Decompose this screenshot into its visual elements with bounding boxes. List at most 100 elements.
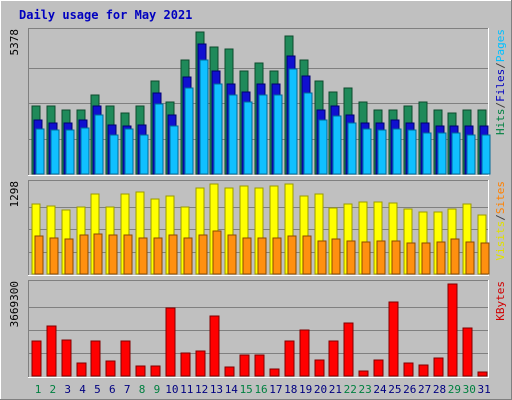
bar-pages-day-13 <box>213 83 223 175</box>
x-tick-label: 19 <box>299 383 312 396</box>
legend-entry: Visits <box>494 221 507 261</box>
bar-sites-day-19 <box>302 235 312 275</box>
panel-hits-max-label: 5378 <box>8 29 21 56</box>
x-tick-label: 14 <box>225 383 239 396</box>
bar-sites-day-2 <box>49 237 59 275</box>
legend-entry: Sites <box>494 181 507 214</box>
bar-kbytes-day-12 <box>195 350 206 377</box>
bar-kbytes-day-14 <box>224 366 235 377</box>
chart-title: Daily usage for May 2021 <box>19 8 192 22</box>
x-tick-label: 18 <box>284 383 297 396</box>
bar-pages-day-4 <box>80 127 90 175</box>
legend-entry: / <box>494 214 507 221</box>
x-tick-label: 4 <box>79 383 86 396</box>
bar-sites-day-22 <box>346 240 356 275</box>
panel-kbytes-legend: KBytes <box>494 281 507 321</box>
panel-kbytes: 3669300 KBytes <box>8 280 507 378</box>
bar-pages-day-31 <box>481 134 491 175</box>
bar-pages-day-12 <box>199 59 209 175</box>
bar-kbytes-day-20 <box>314 359 325 377</box>
bar-sites-day-31 <box>480 242 490 275</box>
bar-pages-day-15 <box>243 101 253 175</box>
bar-pages-day-7 <box>124 128 134 175</box>
bar-sites-day-8 <box>138 237 148 275</box>
x-tick-label: 20 <box>314 383 327 396</box>
bar-pages-day-22 <box>347 122 357 175</box>
bar-kbytes-day-16 <box>254 354 265 377</box>
bar-kbytes-day-23 <box>358 370 369 377</box>
bar-pages-day-20 <box>318 119 328 175</box>
bar-pages-day-5 <box>94 114 104 175</box>
bar-sites-day-11 <box>183 237 193 275</box>
x-tick-label: 29 <box>448 383 461 396</box>
bar-sites-day-10 <box>168 234 178 275</box>
bar-pages-day-24 <box>377 129 387 175</box>
bar-kbytes-day-28 <box>433 357 444 377</box>
x-tick-label: 11 <box>180 383 193 396</box>
x-tick-label: 28 <box>433 383 446 396</box>
bar-pages-day-25 <box>392 128 402 175</box>
x-tick-label: 10 <box>165 383 178 396</box>
bar-kbytes-day-6 <box>105 360 116 377</box>
bar-kbytes-day-25 <box>388 301 399 377</box>
x-tick-label: 9 <box>154 383 161 396</box>
bar-kbytes-day-22 <box>343 322 354 377</box>
bar-kbytes-day-17 <box>269 368 280 377</box>
x-tick-label: 13 <box>210 383 223 396</box>
legend-entry: KBytes <box>494 281 507 321</box>
bar-kbytes-day-18 <box>284 340 295 377</box>
bar-pages-day-9 <box>154 103 164 175</box>
bar-sites-day-26 <box>406 242 416 275</box>
bar-sites-day-27 <box>421 242 431 275</box>
bar-pages-day-26 <box>407 129 417 175</box>
bar-pages-day-23 <box>362 128 372 175</box>
x-tick-label: 3 <box>64 383 71 396</box>
bar-sites-day-21 <box>331 238 341 275</box>
bar-kbytes-day-9 <box>150 365 161 377</box>
bar-kbytes-day-29 <box>447 283 458 377</box>
x-tick-label: 27 <box>418 383 431 396</box>
bar-sites-day-7 <box>123 234 133 275</box>
bar-sites-day-16 <box>257 237 267 275</box>
legend-entry: / <box>494 62 507 69</box>
bar-sites-day-18 <box>287 235 297 275</box>
bar-pages-day-3 <box>65 129 75 175</box>
bar-sites-day-15 <box>242 237 252 275</box>
x-tick-label: 31 <box>478 383 491 396</box>
x-axis-ticks: 1 2 3 4 5 6 7 8 9 10 11 12 13 14 15 16 17 18 19 20 21 22 23 24 2… <box>35 383 491 396</box>
bar-sites-day-13 <box>212 230 222 275</box>
bar-kbytes-day-7 <box>120 340 131 377</box>
x-tick-label: 15 <box>240 383 253 396</box>
bar-kbytes-day-19 <box>299 329 310 377</box>
panels-layer: 5378Hits/Files/Pages1298Visits/Sites3669… <box>8 28 507 378</box>
x-tick-label: 12 <box>195 383 208 396</box>
x-tick-label: 8 <box>139 383 146 396</box>
bar-kbytes-day-24 <box>373 359 384 377</box>
bar-kbytes-day-15 <box>239 354 250 377</box>
bar-sites-day-9 <box>153 237 163 275</box>
bar-sites-day-6 <box>108 234 118 275</box>
x-tick-label: 24 <box>373 383 387 396</box>
x-tick-label: 7 <box>124 383 131 396</box>
bar-sites-day-28 <box>436 241 446 275</box>
bar-pages-day-6 <box>109 134 119 175</box>
bar-pages-day-18 <box>288 68 298 175</box>
bar-pages-day-16 <box>258 94 268 175</box>
bar-pages-day-8 <box>139 134 149 175</box>
bar-pages-day-30 <box>466 134 476 175</box>
bar-sites-day-5 <box>93 233 103 275</box>
bar-sites-day-24 <box>376 240 386 275</box>
bar-pages-day-10 <box>169 125 179 175</box>
bar-kbytes-day-1 <box>31 340 42 377</box>
x-tick-label: 21 <box>329 383 342 396</box>
bar-kbytes-day-10 <box>165 307 176 377</box>
bar-sites-day-17 <box>272 237 282 275</box>
bar-pages-day-1 <box>35 128 45 175</box>
bar-pages-day-19 <box>303 92 313 175</box>
x-tick-label: 17 <box>269 383 282 396</box>
x-tick-label: 16 <box>254 383 267 396</box>
bar-kbytes-day-31 <box>477 371 488 377</box>
panel-visits: 1298 Visits/Sites <box>8 180 507 276</box>
